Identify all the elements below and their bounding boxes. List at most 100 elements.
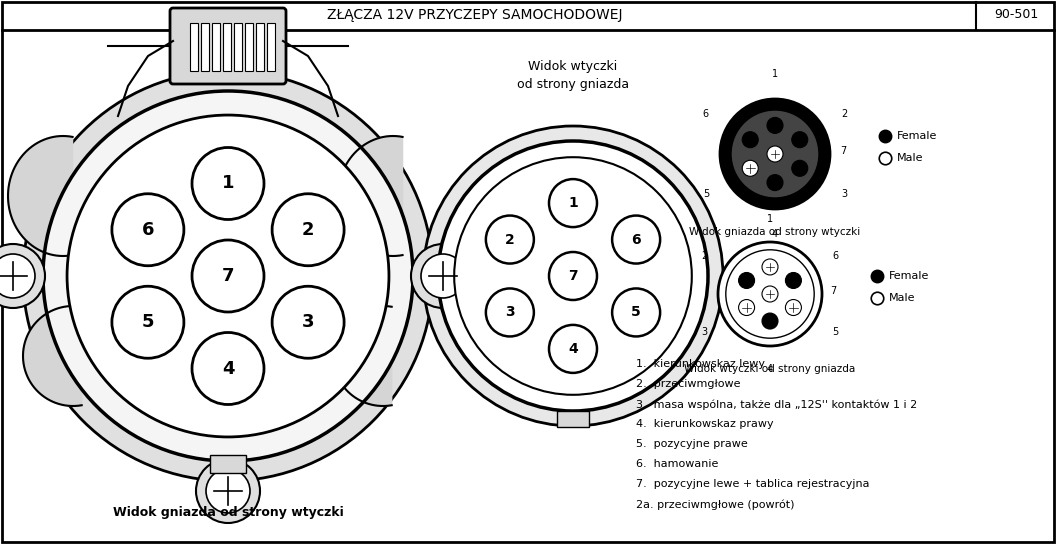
Polygon shape bbox=[333, 306, 392, 406]
Circle shape bbox=[549, 325, 597, 373]
Circle shape bbox=[742, 160, 758, 176]
Text: 6: 6 bbox=[703, 109, 709, 119]
Circle shape bbox=[192, 332, 264, 405]
Text: 2: 2 bbox=[302, 221, 315, 239]
Text: Female: Female bbox=[897, 131, 938, 141]
Circle shape bbox=[272, 194, 344, 266]
Text: 90-501: 90-501 bbox=[994, 9, 1038, 22]
Circle shape bbox=[486, 215, 534, 263]
Circle shape bbox=[738, 273, 755, 288]
Text: 3: 3 bbox=[505, 305, 514, 319]
Bar bbox=[557, 411, 589, 427]
Text: 1: 1 bbox=[222, 175, 234, 193]
Text: Widok gniazda od strony wtyczki: Widok gniazda od strony wtyczki bbox=[690, 227, 861, 237]
Text: 3: 3 bbox=[841, 189, 847, 199]
Circle shape bbox=[767, 175, 782, 190]
Text: 5: 5 bbox=[631, 305, 641, 319]
Circle shape bbox=[438, 141, 708, 411]
Circle shape bbox=[762, 286, 778, 302]
Text: 7: 7 bbox=[830, 286, 836, 296]
Text: Male: Male bbox=[889, 293, 916, 303]
Text: 6: 6 bbox=[631, 232, 641, 246]
Text: Male: Male bbox=[897, 153, 924, 163]
Bar bbox=[210, 455, 246, 473]
Text: 5: 5 bbox=[703, 189, 709, 199]
Circle shape bbox=[67, 115, 389, 437]
Circle shape bbox=[767, 118, 782, 133]
Circle shape bbox=[196, 459, 260, 523]
Polygon shape bbox=[23, 306, 81, 406]
Text: Widok gniazda od strony wtyczki: Widok gniazda od strony wtyczki bbox=[113, 506, 343, 519]
Text: 2a. przeciwmgłowe (powrót): 2a. przeciwmgłowe (powrót) bbox=[636, 499, 794, 510]
Text: 3: 3 bbox=[302, 313, 315, 331]
Bar bbox=[190, 23, 199, 71]
Text: 2: 2 bbox=[841, 109, 847, 119]
Bar bbox=[223, 23, 231, 71]
Polygon shape bbox=[8, 136, 73, 256]
Text: 4: 4 bbox=[568, 342, 578, 356]
Text: Female: Female bbox=[889, 271, 929, 281]
Text: 3: 3 bbox=[701, 327, 708, 337]
Circle shape bbox=[423, 126, 723, 426]
Text: 2.  przeciwmgłowe: 2. przeciwmgłowe bbox=[636, 379, 740, 389]
Text: 7: 7 bbox=[841, 146, 847, 156]
Text: Widok wtyczki od strony gniazda: Widok wtyczki od strony gniazda bbox=[684, 364, 855, 374]
Text: 1: 1 bbox=[568, 196, 578, 210]
Circle shape bbox=[421, 254, 465, 298]
Text: 6: 6 bbox=[832, 251, 838, 261]
Text: 4: 4 bbox=[772, 228, 778, 239]
Circle shape bbox=[549, 179, 597, 227]
Circle shape bbox=[112, 286, 184, 358]
Circle shape bbox=[272, 286, 344, 358]
Circle shape bbox=[43, 91, 413, 461]
Text: 5: 5 bbox=[142, 313, 154, 331]
Text: ZŁĄCZA 12V PRZYCZEPY SAMOCHODOWEJ: ZŁĄCZA 12V PRZYCZEPY SAMOCHODOWEJ bbox=[327, 8, 623, 22]
Circle shape bbox=[738, 300, 755, 316]
Bar bbox=[212, 23, 220, 71]
Bar bbox=[201, 23, 209, 71]
FancyBboxPatch shape bbox=[170, 8, 286, 84]
Text: 5: 5 bbox=[832, 327, 838, 337]
Text: 5.  pozycyjne prawe: 5. pozycyjne prawe bbox=[636, 439, 748, 449]
Circle shape bbox=[786, 273, 802, 288]
Bar bbox=[245, 23, 253, 71]
Circle shape bbox=[612, 288, 660, 336]
Text: 1: 1 bbox=[772, 69, 778, 79]
Text: 6.  hamowanie: 6. hamowanie bbox=[636, 459, 718, 469]
Text: 6: 6 bbox=[142, 221, 154, 239]
Circle shape bbox=[762, 259, 778, 275]
Text: 7: 7 bbox=[568, 269, 578, 283]
Circle shape bbox=[192, 240, 264, 312]
Circle shape bbox=[792, 132, 808, 148]
Circle shape bbox=[718, 242, 822, 346]
Text: 1: 1 bbox=[767, 214, 773, 224]
Text: 7: 7 bbox=[222, 267, 234, 285]
Circle shape bbox=[192, 147, 264, 219]
Bar bbox=[256, 23, 264, 71]
Circle shape bbox=[0, 244, 45, 308]
Text: 4: 4 bbox=[767, 364, 773, 374]
Circle shape bbox=[112, 194, 184, 266]
Circle shape bbox=[0, 254, 35, 298]
Bar bbox=[267, 23, 275, 71]
Text: 7.  pozycyjne lewe + tablica rejestracyjna: 7. pozycyjne lewe + tablica rejestracyjn… bbox=[636, 479, 869, 489]
Circle shape bbox=[454, 157, 692, 395]
Text: 2: 2 bbox=[701, 251, 708, 261]
Circle shape bbox=[767, 146, 782, 162]
Circle shape bbox=[206, 469, 250, 513]
Text: 2: 2 bbox=[505, 232, 514, 246]
Circle shape bbox=[612, 215, 660, 263]
Circle shape bbox=[762, 313, 778, 329]
Bar bbox=[234, 23, 242, 71]
Circle shape bbox=[549, 252, 597, 300]
Text: 1.  kierunkowskaz lewy: 1. kierunkowskaz lewy bbox=[636, 359, 765, 369]
Circle shape bbox=[725, 250, 814, 338]
Circle shape bbox=[486, 288, 534, 336]
Text: 4: 4 bbox=[222, 360, 234, 378]
Circle shape bbox=[411, 244, 475, 308]
Circle shape bbox=[792, 160, 808, 176]
Circle shape bbox=[23, 71, 433, 481]
Circle shape bbox=[731, 110, 819, 198]
Text: 3.  masa wspólna, także dla „12S'' kontaktów 1 i 2: 3. masa wspólna, także dla „12S'' kontak… bbox=[636, 399, 918, 410]
Polygon shape bbox=[338, 136, 402, 256]
